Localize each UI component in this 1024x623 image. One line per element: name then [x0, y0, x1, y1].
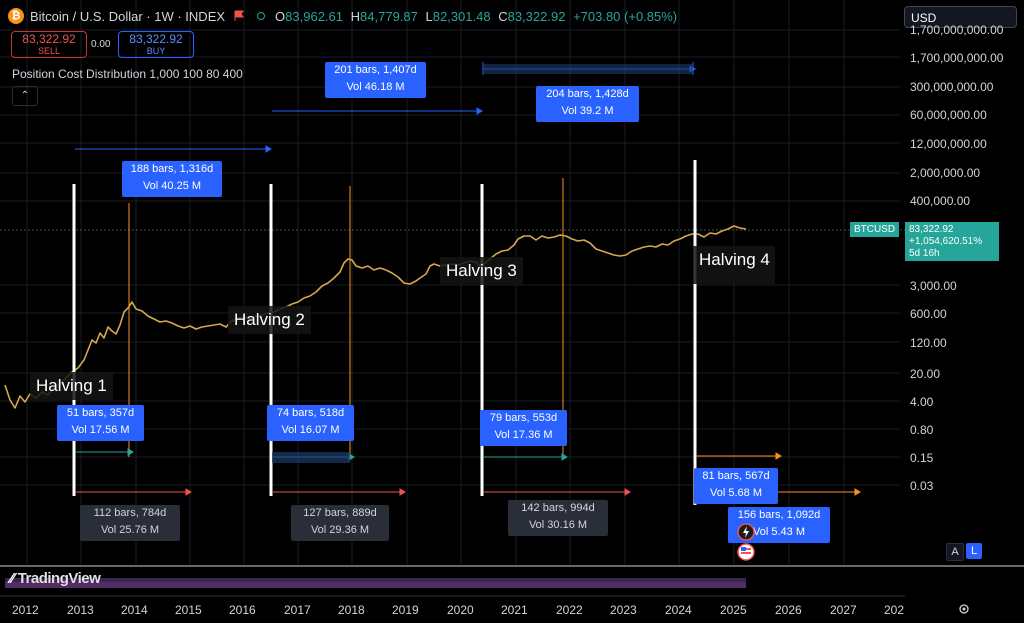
time-tick: 2015	[175, 603, 202, 617]
measure-box[interactable]: 79 bars, 553d Vol 17.36 M	[480, 410, 567, 446]
time-tick: 2025	[720, 603, 747, 617]
price-tick: 120.00	[910, 336, 947, 350]
price-tick: 600.00	[910, 307, 947, 321]
time-tick: 2017	[284, 603, 311, 617]
volume-histogram	[5, 578, 746, 588]
sell-button[interactable]: 83,322.92 SELL	[11, 31, 87, 58]
symbol-header: ₿ Bitcoin / U.S. Dollar · 1W · INDEX O83…	[8, 6, 677, 26]
time-tick: 2014	[121, 603, 148, 617]
time-tick: 2016	[229, 603, 256, 617]
price-change: +703.80 (+0.85%)	[573, 8, 678, 24]
price-tick: 0.15	[910, 451, 934, 465]
price-tick: 1,700,000,000.00	[910, 51, 1004, 65]
halving-label[interactable]: Halving 1	[30, 372, 113, 400]
time-tick: 2027	[830, 603, 857, 617]
time-tick: 2019	[392, 603, 419, 617]
measure-box[interactable]: 142 bars, 994d Vol 30.16 M	[508, 500, 608, 536]
measure-box[interactable]: 81 bars, 567d Vol 5.68 M	[694, 468, 778, 504]
price-tick: 400,000.00	[910, 194, 971, 208]
halving-label[interactable]: Halving 4	[693, 246, 775, 284]
time-tick: 2023	[610, 603, 637, 617]
measure-box[interactable]: 74 bars, 518d Vol 16.07 M	[267, 405, 354, 441]
spread-value: 0.00	[91, 39, 111, 50]
event-flag-icon[interactable]	[737, 543, 755, 561]
price-tick: 0.80	[910, 423, 934, 437]
currency-select[interactable]: USD	[904, 6, 1017, 28]
buy-button[interactable]: 83,322.92 BUY	[118, 31, 194, 58]
tradingview-logo[interactable]: ⁄⁄ TradingView	[10, 570, 101, 587]
price-tick: 1,700,000,000.00	[910, 23, 1004, 37]
halving-label[interactable]: Halving 3	[440, 257, 523, 285]
price-tick: 60,000,000.00	[910, 108, 987, 122]
time-tick: 2013	[67, 603, 94, 617]
price-tick: 12,000,000.00	[910, 137, 987, 151]
symbol-title[interactable]: Bitcoin / U.S. Dollar · 1W · INDEX	[30, 8, 226, 24]
price-tick: 20.00	[910, 367, 941, 381]
price-series	[4, 225, 747, 409]
flag-icon[interactable]	[233, 10, 245, 22]
indicator-legend[interactable]: Position Cost Distribution 1,000 100 80 …	[12, 67, 243, 81]
time-tick: 2020	[447, 603, 474, 617]
tv-icon: ⁄⁄	[10, 570, 15, 587]
measure-box[interactable]: 188 bars, 1,316d Vol 40.25 M	[122, 161, 222, 197]
last-price-label: 83,322.92 +1,054,620.51% 5d 16h	[905, 222, 999, 261]
gear-icon[interactable]	[958, 603, 970, 615]
price-tick: 300,000,000.00	[910, 80, 994, 94]
time-tick: 2024	[665, 603, 692, 617]
auto-scale-button[interactable]: A	[946, 543, 964, 561]
market-status-icon	[257, 12, 266, 20]
collapse-legend-button[interactable]: ⌃	[12, 86, 38, 106]
bitcoin-logo-icon: ₿	[8, 8, 24, 24]
time-tick: 202	[884, 603, 905, 617]
time-tick: 2018	[338, 603, 365, 617]
time-tick: 2026	[775, 603, 802, 617]
log-scale-button[interactable]: L	[966, 543, 982, 559]
measure-box[interactable]: 51 bars, 357d Vol 17.56 M	[57, 405, 144, 441]
measure-box[interactable]: 127 bars, 889d Vol 29.36 M	[291, 505, 389, 541]
price-tick: 2,000,000.00	[910, 166, 981, 180]
measure-box[interactable]: 204 bars, 1,428d Vol 39.2 M	[536, 86, 639, 122]
ohlc-values: O83,962.61 H84,779.87 L82,301.48 C83,322…	[275, 8, 678, 24]
event-lightning-icon[interactable]	[737, 523, 755, 541]
symbol-price-tag: BTCUSD	[850, 222, 899, 237]
measure-box[interactable]: 201 bars, 1,407d Vol 46.18 M	[325, 62, 426, 98]
time-tick: 2022	[556, 603, 583, 617]
time-tick: 2012	[12, 603, 39, 617]
time-tick: 2021	[501, 603, 528, 617]
measure-box[interactable]: 112 bars, 784d Vol 25.76 M	[80, 505, 180, 541]
price-tick: 0.03	[910, 479, 934, 493]
price-tick: 4.00	[910, 395, 934, 409]
halving-label[interactable]: Halving 2	[228, 306, 311, 334]
price-tick: 3,000.00	[910, 279, 957, 293]
